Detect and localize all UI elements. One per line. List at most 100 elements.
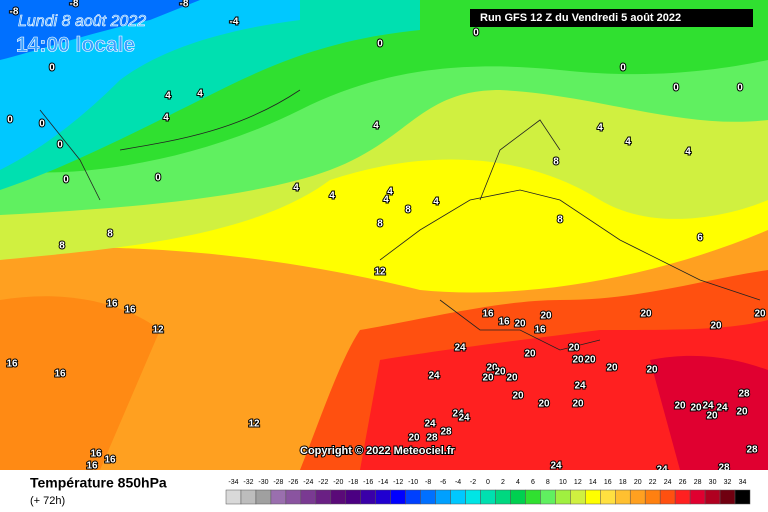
contour-label: 20 [674, 401, 686, 412]
contour-label: 16 [86, 461, 98, 472]
colorbar-cell [315, 489, 332, 505]
contour-label: 24 [428, 371, 440, 382]
contour-label: 20 [506, 373, 518, 384]
contour-label: 4 [625, 137, 631, 148]
colorbar-cell [734, 489, 751, 505]
colorbar-cell [495, 489, 511, 505]
contour-label: 20 [494, 367, 506, 378]
colorbar-cell [300, 489, 317, 505]
colorbar-cell [375, 489, 391, 505]
colorbar-cell [585, 489, 601, 505]
colorbar-label: 20 [634, 479, 642, 486]
colorbar-cell [465, 489, 481, 505]
footer-subtitle: (+ 72h) [30, 495, 65, 507]
contour-label: 16 [90, 449, 102, 460]
contour-label: 8 [107, 229, 113, 240]
contour-label: 16 [534, 325, 546, 336]
contour-label: 28 [426, 433, 438, 444]
contour-label: 20 [512, 391, 524, 402]
contour-label: 20 [572, 355, 584, 366]
colorbar-label: 14 [589, 479, 597, 486]
colorbar-label: 16 [604, 479, 612, 486]
contour-label: 0 [57, 140, 63, 151]
contour-label: 0 [7, 115, 13, 126]
contour-label: 20 [538, 399, 550, 410]
contour-label: 12 [374, 267, 386, 278]
contour-label: 0 [63, 175, 69, 186]
contour-label: 20 [540, 311, 552, 322]
colorbar-cell [570, 489, 586, 505]
colorbar-label: 24 [664, 479, 672, 486]
contour-label: 0 [620, 63, 626, 74]
colorbar-label: -4 [455, 479, 461, 486]
colorbar-label: 28 [694, 479, 702, 486]
contour-label: 4 [433, 197, 439, 208]
contour-label: 0 [737, 83, 743, 94]
contour-label: 16 [54, 369, 66, 380]
colorbar-cell [270, 489, 287, 505]
colorbar-cell [525, 489, 541, 505]
contour-label: 16 [6, 359, 18, 370]
colorbar-cell [689, 489, 706, 505]
copyright: Copyright © 2022 Meteociel.fr [300, 445, 456, 457]
contour-label: 4 [329, 191, 335, 202]
footer-title: Température 850hPa [30, 475, 167, 491]
contour-label: 12 [248, 419, 260, 430]
contour-label: 20 [736, 407, 748, 418]
contour-label: 0 [673, 83, 679, 94]
colorbar-cell [285, 489, 302, 505]
contour-label: 20 [408, 433, 420, 444]
contour-label: 20 [754, 309, 766, 320]
colorbar-label: 6 [531, 479, 535, 486]
colorbar-cell [600, 489, 616, 505]
colorbar-label: 34 [739, 479, 747, 486]
colorbar-cell [629, 489, 646, 505]
colorbar-label: -16 [363, 479, 373, 486]
colorbar-label: 32 [724, 479, 732, 486]
colorbar-label: -10 [408, 479, 418, 486]
contour-label: 8 [553, 157, 559, 168]
contour-label: 16 [104, 455, 116, 466]
colorbar-label: 30 [709, 479, 717, 486]
contour-label: 24 [702, 401, 714, 412]
colorbar-cell [674, 489, 691, 505]
colorbar-cell [480, 489, 496, 505]
colorbar-cell [450, 489, 466, 505]
contour-label: 24 [458, 413, 470, 424]
run-box [470, 9, 753, 27]
colorbar-label: -24 [303, 479, 313, 486]
run-info: Run GFS 12 Z du Vendredi 5 août 2022 [480, 12, 681, 24]
contour-label: 0 [49, 63, 55, 74]
colorbar-label: -14 [378, 479, 388, 486]
contour-label: 4 [373, 121, 379, 132]
contour-label: 20 [572, 399, 584, 410]
colorbar-cell [644, 489, 661, 505]
forecast-date: Lundi 8 août 2022 [18, 13, 146, 30]
colorbar-label: 18 [619, 479, 627, 486]
contour-label: -8 [10, 7, 19, 18]
contour-label: 20 [524, 349, 536, 360]
colorbar-cell [405, 489, 421, 505]
colorbar-cell [330, 489, 347, 505]
colorbar-cell [390, 489, 406, 505]
contour-label: -8 [70, 0, 79, 10]
contour-label: 16 [482, 309, 494, 320]
contour-label: 24 [452, 409, 464, 420]
contour-label: 24 [574, 381, 586, 392]
colorbar-label: -12 [393, 479, 403, 486]
contour-label: 20 [482, 373, 494, 384]
contour-label: 20 [514, 319, 526, 330]
colorbar: -34 -32 -30 -28 -26 -24 -22 -20 -18 -16 -14 -12 -10-… [225, 479, 751, 505]
colorbar-cell [704, 489, 721, 505]
contour-label: 4 [685, 147, 691, 158]
contour-label: -8 [180, 0, 189, 10]
contour-label: 4 [597, 123, 603, 134]
contour-label: 24 [424, 419, 436, 430]
contour-label: 12 [152, 325, 164, 336]
contour-label: 4 [293, 183, 299, 194]
map-background [0, 0, 768, 470]
contour-label: 8 [377, 219, 383, 230]
colorbar-cell [240, 489, 257, 505]
